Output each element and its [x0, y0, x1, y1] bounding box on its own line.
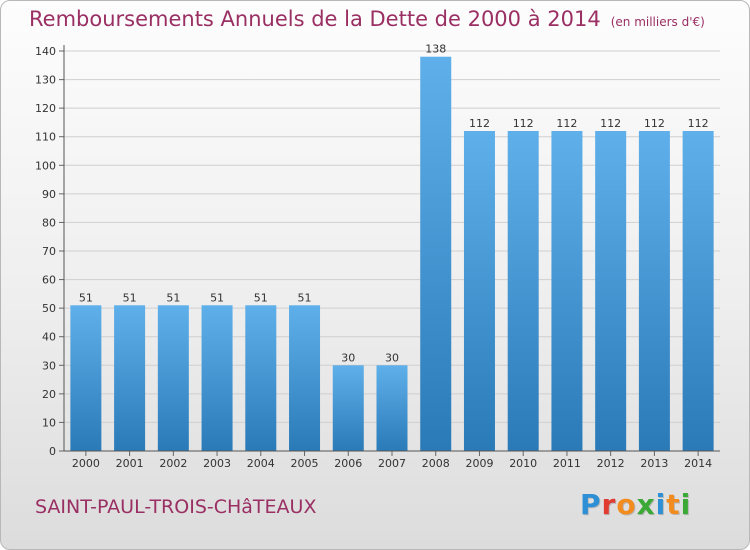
x-tick-label-2004: 2004	[247, 457, 275, 470]
logo-letter: i	[680, 488, 692, 521]
logo-letter: P	[580, 488, 602, 521]
bar-2008	[420, 56, 452, 451]
x-tick-label-2011: 2011	[553, 457, 581, 470]
data-label-2007: 30	[385, 351, 399, 364]
data-label-2013: 112	[644, 117, 665, 130]
bar-2001	[114, 305, 146, 451]
proxiti-logo[interactable]: Proxiti	[580, 488, 691, 521]
y-tick-label: 120	[35, 102, 56, 115]
unit-note: (en milliers d'€)	[610, 15, 705, 29]
x-tick-label-2003: 2003	[203, 457, 231, 470]
x-tick-label-2005: 2005	[291, 457, 319, 470]
logo-letter: r	[601, 488, 617, 521]
bar-2005	[289, 305, 321, 451]
bar-2013	[638, 131, 670, 451]
bar-2004	[245, 305, 277, 451]
bar-2011	[551, 131, 583, 451]
y-tick-label: 10	[42, 416, 56, 429]
logo-letter: i	[655, 488, 667, 521]
y-tick-label: 60	[42, 274, 56, 287]
x-tick-label-2009: 2009	[465, 457, 493, 470]
data-labels: 51 51 51 51 51 51 30 30 138 112 112 112 112 112 112	[79, 43, 709, 365]
bar-2009	[463, 131, 495, 451]
x-tick-label-2008: 2008	[422, 457, 450, 470]
bar-2002	[157, 305, 189, 451]
logo-letter: t	[666, 488, 681, 521]
data-label-2008: 138	[425, 43, 446, 56]
x-tick-label-2001: 2001	[116, 457, 144, 470]
bar-2014	[682, 131, 714, 451]
bar-2012	[595, 131, 627, 451]
y-tick-label: 90	[42, 188, 56, 201]
data-label-2003: 51	[210, 291, 224, 304]
data-label-2006: 30	[341, 351, 355, 364]
axes: 0 10 20 30 40 50 60 70 80 90 100 110 120 130 140 2000 20…	[35, 45, 720, 470]
y-tick-label: 140	[35, 45, 56, 58]
y-tick-label: 40	[42, 331, 56, 344]
data-label-2014: 112	[688, 117, 709, 130]
bar-2006	[332, 365, 364, 451]
bar-2007	[376, 365, 408, 451]
y-tick-label: 130	[35, 74, 56, 87]
y-tick-label: 20	[42, 388, 56, 401]
data-label-2005: 51	[298, 291, 312, 304]
x-tick-label-2006: 2006	[334, 457, 362, 470]
data-label-2012: 112	[600, 117, 621, 130]
data-label-2011: 112	[556, 117, 577, 130]
bar-2000	[70, 305, 102, 451]
data-label-2001: 51	[123, 291, 137, 304]
y-tick-label: 0	[49, 445, 56, 458]
y-tick-label: 30	[42, 359, 56, 372]
x-tick-label-2014: 2014	[684, 457, 712, 470]
bars	[70, 56, 714, 451]
x-tick-label-2012: 2012	[597, 457, 625, 470]
x-tick-label-2010: 2010	[509, 457, 537, 470]
x-tick-label-2013: 2013	[640, 457, 668, 470]
y-tick-label: 110	[35, 131, 56, 144]
title-text: Remboursements Annuels de la Dette de 20…	[29, 7, 601, 31]
x-tick-label-2007: 2007	[378, 457, 406, 470]
logo-letter: x	[636, 488, 656, 521]
bar-2010	[507, 131, 539, 451]
data-label-2004: 51	[254, 291, 268, 304]
data-label-2009: 112	[469, 117, 490, 130]
chart-title: Remboursements Annuels de la Dette de 20…	[29, 7, 705, 31]
y-tick-label: 50	[42, 302, 56, 315]
y-tick-label: 80	[42, 216, 56, 229]
data-label-2000: 51	[79, 291, 93, 304]
x-tick-label-2002: 2002	[159, 457, 187, 470]
y-tick-label: 70	[42, 245, 56, 258]
logo-letter: o	[616, 488, 637, 521]
city-name: SAINT-PAUL-TROIS-CHâTEAUX	[35, 496, 317, 518]
y-tick-label: 100	[35, 159, 56, 172]
x-tick-label-2000: 2000	[72, 457, 100, 470]
bar-2003	[201, 305, 233, 451]
data-label-2002: 51	[166, 291, 180, 304]
data-label-2010: 112	[513, 117, 534, 130]
